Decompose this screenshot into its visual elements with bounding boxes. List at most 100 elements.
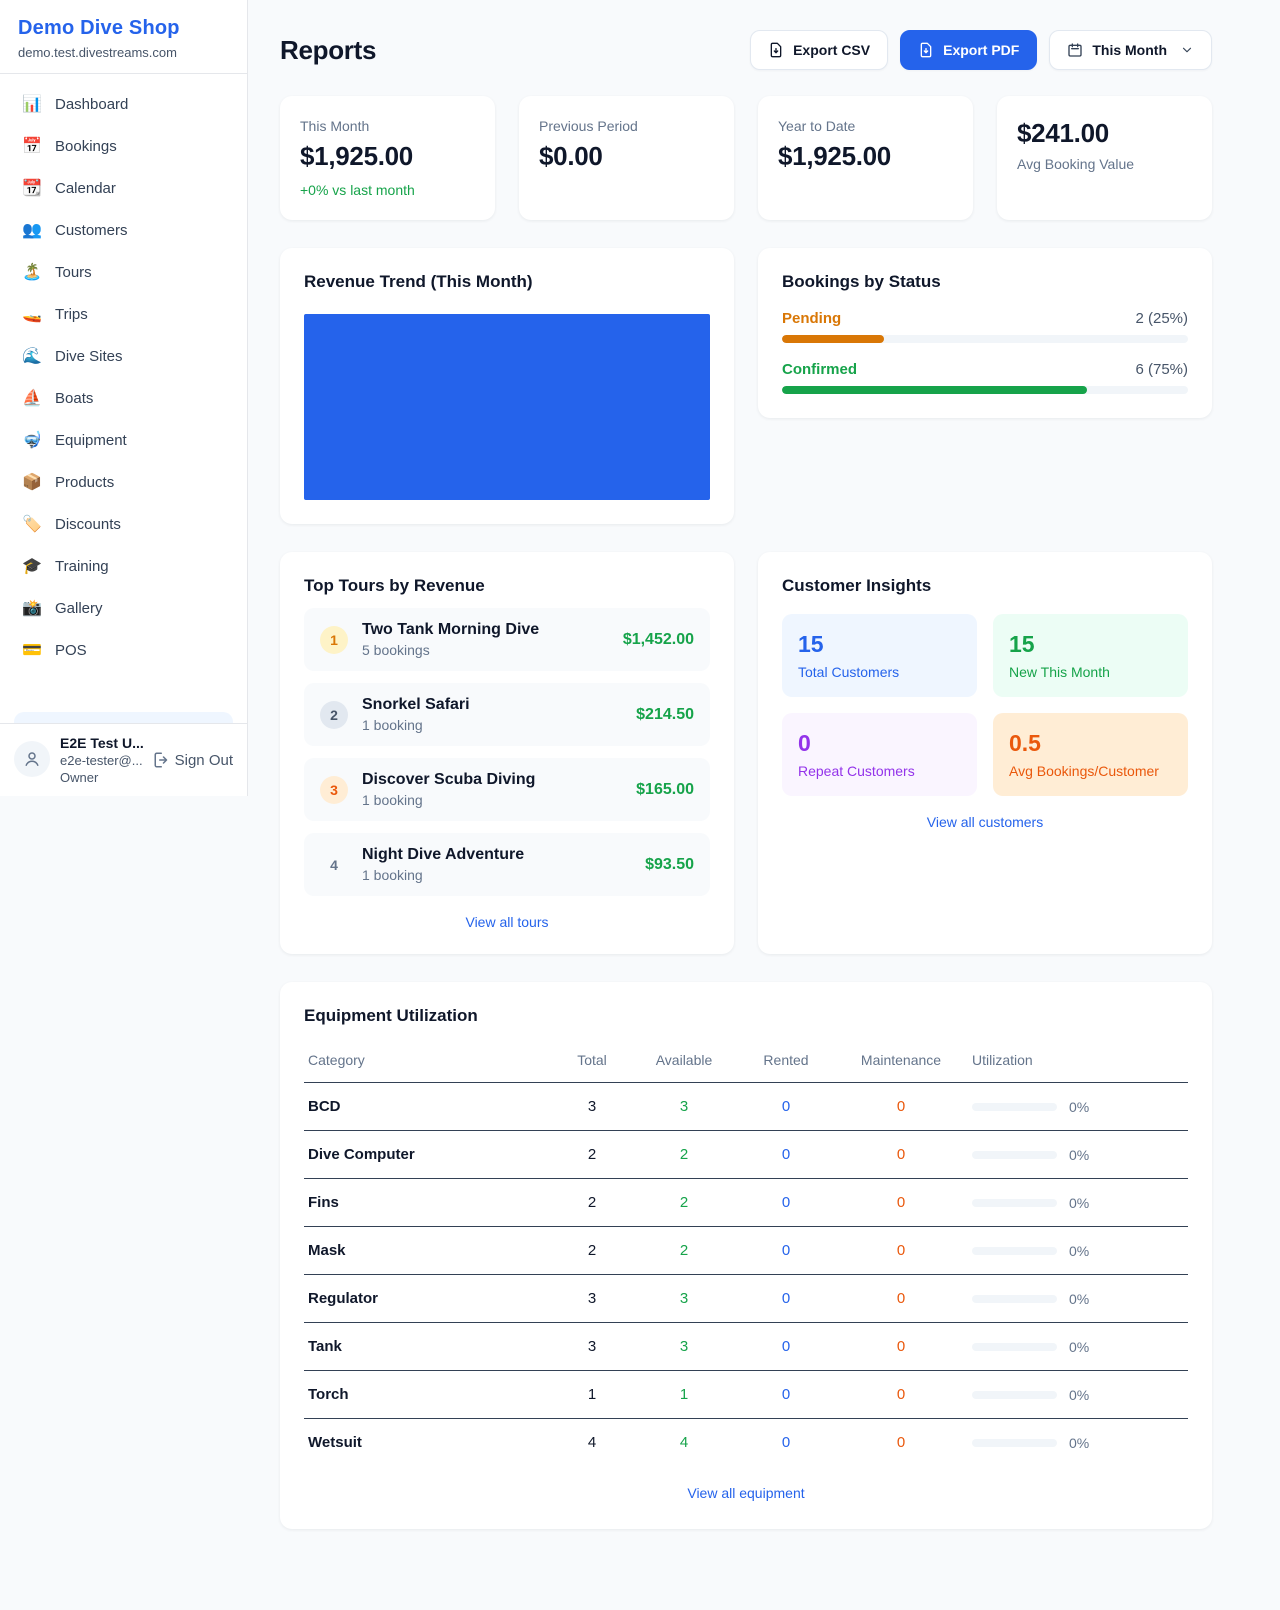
utilization-bar-track <box>972 1390 1057 1399</box>
equipment-maintenance: 0 <box>838 1082 964 1131</box>
utilization-percent: 0% <box>1069 1242 1090 1259</box>
view-all-equipment-link[interactable]: View all equipment <box>687 1484 805 1501</box>
utilization-bar-track <box>972 1150 1057 1159</box>
insight-tile: 0.5 Avg Bookings/Customer <box>993 713 1188 796</box>
status-row: Confirmed 6 (75%) <box>782 361 1188 394</box>
equipment-maintenance: 0 <box>838 1178 964 1227</box>
equipment-table: Category Total Available Rented Maintena… <box>304 1042 1188 1467</box>
insight-tile: 15 Total Customers <box>782 614 977 697</box>
view-all-customers-link[interactable]: View all customers <box>926 814 1044 830</box>
equipment-utilization-card: Equipment Utilization Category Total Ava… <box>280 982 1212 1529</box>
status-label: Pending <box>782 310 842 327</box>
equipment-rented: 0 <box>734 1226 838 1275</box>
equipment-available: 2 <box>634 1226 734 1275</box>
sidebar-nav-item[interactable]: 🌊 Dive Sites <box>12 336 235 376</box>
utilization-percent: 0% <box>1069 1146 1090 1163</box>
sidebar-nav-item[interactable]: 🏝️ Tours <box>12 252 235 292</box>
export-csv-label: Export CSV <box>793 42 871 58</box>
stat-value: $1,925.00 <box>300 141 413 171</box>
tour-bookings: 1 booking <box>362 792 423 808</box>
equipment-table-row: Wetsuit 4 4 0 0 0% <box>304 1419 1188 1467</box>
equipment-maintenance: 0 <box>896 1434 906 1452</box>
status-count: 2 (25%) <box>1135 310 1188 327</box>
shop-name[interactable]: Demo Dive Shop <box>18 17 180 39</box>
stat-label: Previous Period <box>539 118 638 134</box>
equipment-table-row: Dive Computer 2 2 0 0 0% <box>304 1130 1188 1179</box>
tour-list-item[interactable]: 1 Two Tank Morning Dive 5 bookings $1,45… <box>304 608 710 671</box>
equipment-table-row: BCD 3 3 0 0 0% <box>304 1082 1188 1131</box>
insight-value: 15 <box>798 631 824 657</box>
stat-this-month: This Month $1,925.00 +0% vs last month <box>280 96 495 220</box>
utilization-percent: 0% <box>1069 1290 1090 1307</box>
sidebar-nav-item[interactable]: 👥 Customers <box>12 210 235 250</box>
equipment-rented: 0 <box>734 1274 838 1323</box>
sidebar-nav-item[interactable]: 💳 POS <box>12 630 235 670</box>
export-csv-button[interactable]: Export CSV <box>750 30 889 70</box>
view-all-tours-link[interactable]: View all tours <box>465 914 549 930</box>
equipment-category: Dive Computer <box>304 1130 550 1179</box>
equipment-total: 2 <box>550 1178 634 1227</box>
nav-item-icon: 🏝️ <box>22 264 42 281</box>
tour-list-item[interactable]: 2 Snorkel Safari 1 booking $214.50 <box>304 683 710 746</box>
shop-domain: demo.test.divestreams.com <box>18 45 177 60</box>
utilization-bar-track <box>972 1342 1057 1351</box>
nav-item-label: Bookings <box>55 137 117 155</box>
insights-grid: 15 Total Customers 15 New This Month 0 R… <box>782 614 1188 796</box>
nav-item-label: Customers <box>55 221 128 239</box>
sidebar-nav-item[interactable]: 🎓 Training <box>12 546 235 586</box>
sidebar-nav-item[interactable]: 📅 Bookings <box>12 126 235 166</box>
chevron-down-icon <box>1182 47 1192 53</box>
nav-item-icon: ⛵ <box>22 390 42 407</box>
sidebar-nav-item[interactable]: 📦 Products <box>12 462 235 502</box>
top-tours-card: Top Tours by Revenue 1 Two Tank Morning … <box>280 552 734 954</box>
nav-item-icon: 📅 <box>22 138 42 155</box>
sidebar-item-reports-partial[interactable] <box>14 712 233 723</box>
bookings-by-status-card: Bookings by Status Pending 2 (25%) <box>758 248 1212 418</box>
sidebar-nav-item[interactable]: ⛵ Boats <box>12 378 235 418</box>
tour-name: Night Dive Adventure <box>362 846 525 863</box>
sidebar-nav-item[interactable]: 📆 Calendar <box>12 168 235 208</box>
equipment-table-row: Regulator 3 3 0 0 0% <box>304 1274 1188 1323</box>
nav-item-label: POS <box>55 641 87 659</box>
status-bar-track <box>782 335 1188 343</box>
rank-badge: 2 <box>320 700 348 729</box>
sign-out-button[interactable]: Sign Out <box>150 751 233 769</box>
sidebar-nav-item[interactable]: 🏷️ Discounts <box>12 504 235 544</box>
tour-revenue: $165.00 <box>636 780 694 798</box>
user-box: E2E Test U... e2e-tester@... Owner Sign … <box>0 723 247 796</box>
equipment-available: 3 <box>634 1274 734 1323</box>
status-count: 6 (75%) <box>1135 361 1188 378</box>
revenue-trend-chart <box>304 314 710 500</box>
page-title: Reports <box>280 34 377 65</box>
top-tours-title: Top Tours by Revenue <box>304 576 485 595</box>
nav-item-icon: 📦 <box>22 474 42 491</box>
nav-item-icon: 🚤 <box>22 306 42 323</box>
sidebar-nav-item[interactable]: 🤿 Equipment <box>12 420 235 460</box>
equipment-rented: 0 <box>734 1322 838 1371</box>
nav-item-label: Trips <box>55 305 88 323</box>
equipment-maintenance: 0 <box>838 1322 964 1371</box>
stat-delta: +0% vs last month <box>300 182 415 198</box>
utilization-percent: 0% <box>1069 1338 1090 1355</box>
file-download-icon <box>920 42 932 58</box>
utilization-bar-track <box>972 1438 1057 1447</box>
utilization-percent: 0% <box>1069 1434 1090 1451</box>
col-maintenance: Maintenance <box>838 1042 964 1083</box>
tour-list-item[interactable]: 3 Discover Scuba Diving 1 booking $165.0… <box>304 758 710 821</box>
export-pdf-button[interactable]: Export PDF <box>900 30 1038 70</box>
tour-list-item[interactable]: 4 Night Dive Adventure 1 booking $93.50 <box>304 833 710 896</box>
equipment-total: 1 <box>550 1370 634 1419</box>
equipment-available: 2 <box>634 1130 734 1179</box>
equipment-total: 2 <box>550 1130 634 1179</box>
period-dropdown[interactable]: This Month <box>1049 30 1212 70</box>
equipment-maintenance: 0 <box>838 1370 964 1419</box>
nav-item-icon: 📸 <box>22 600 42 617</box>
sidebar-nav-item[interactable]: 📊 Dashboard <box>12 84 235 124</box>
sidebar-nav-item[interactable]: 🚤 Trips <box>12 294 235 334</box>
utilization-percent: 0% <box>1069 1194 1090 1211</box>
stat-label: This Month <box>300 118 370 134</box>
stat-label: Avg Booking Value <box>1017 156 1135 172</box>
sidebar-nav-item[interactable]: 📸 Gallery <box>12 588 235 628</box>
tour-revenue: $214.50 <box>636 705 694 723</box>
